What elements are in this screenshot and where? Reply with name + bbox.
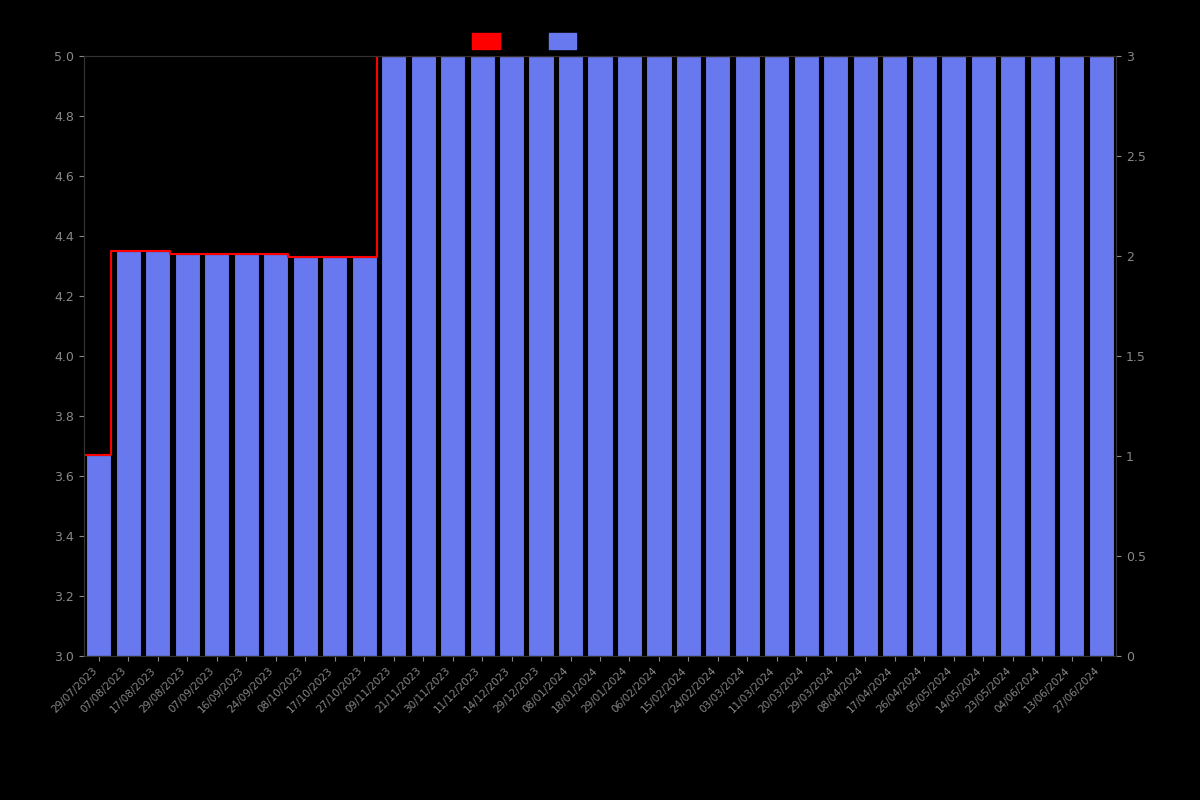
Bar — [352, 257, 377, 656]
Bar — [145, 251, 170, 656]
Bar — [528, 56, 553, 656]
Bar — [469, 56, 494, 656]
Bar — [115, 251, 140, 656]
Bar — [971, 56, 996, 656]
Bar — [382, 56, 406, 656]
Bar — [1060, 56, 1085, 656]
Bar — [86, 455, 112, 656]
Bar — [617, 56, 642, 656]
Bar — [263, 254, 288, 656]
Legend: , : , — [467, 27, 589, 54]
Bar — [676, 56, 701, 656]
Bar — [1088, 56, 1114, 656]
Bar — [293, 257, 318, 656]
Bar — [734, 56, 760, 656]
Bar — [764, 56, 790, 656]
Bar — [794, 56, 818, 656]
Bar — [588, 56, 612, 656]
Bar — [175, 254, 199, 656]
Bar — [823, 56, 848, 656]
Bar — [499, 56, 524, 656]
Bar — [647, 56, 672, 656]
Bar — [204, 254, 229, 656]
Bar — [912, 56, 937, 656]
Bar — [440, 56, 466, 656]
Bar — [941, 56, 966, 656]
Bar — [558, 56, 583, 656]
Bar — [1001, 56, 1025, 656]
Bar — [706, 56, 731, 656]
Bar — [1030, 56, 1055, 656]
Bar — [853, 56, 878, 656]
Bar — [234, 254, 259, 656]
Bar — [322, 257, 347, 656]
Bar — [882, 56, 907, 656]
Bar — [410, 56, 436, 656]
